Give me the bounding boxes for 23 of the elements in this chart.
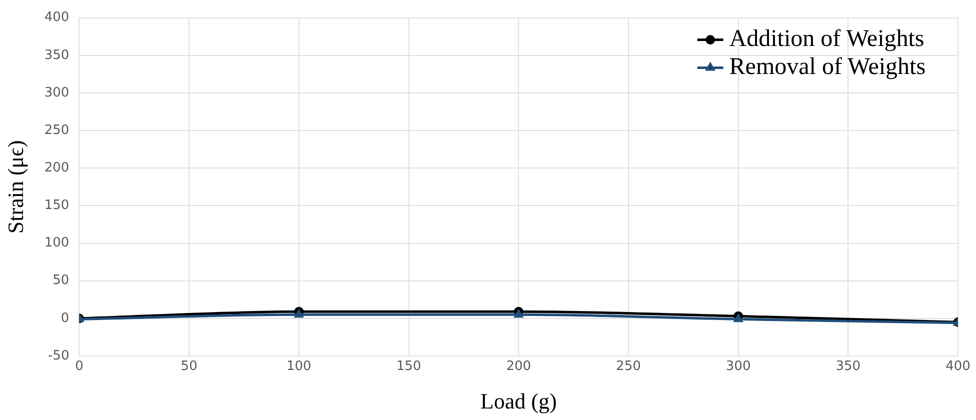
legend-label: Addition of Weights: [729, 26, 924, 52]
x-tick-label: 100: [286, 359, 312, 374]
y-tick-label: 50: [52, 273, 70, 288]
legend-label: Removal of Weights: [729, 54, 926, 80]
x-tick-label: 250: [616, 359, 641, 374]
x-tick-label: 400: [946, 359, 970, 374]
y-tick-label: 150: [44, 198, 70, 214]
x-tick-label: 0: [75, 359, 84, 374]
x-axis-title: Load (g): [480, 388, 557, 414]
y-tick-label: 250: [44, 122, 70, 138]
y-axis-title: Strain (μϵ): [2, 140, 28, 234]
x-tick-label: 200: [506, 359, 532, 374]
y-tick-label: 400: [44, 10, 70, 26]
x-tick-label: 300: [726, 359, 751, 374]
y-tick-label: 100: [44, 236, 70, 251]
x-tick-label: 50: [180, 359, 198, 374]
y-tick-label: 350: [44, 48, 70, 63]
y-tick-label: -50: [48, 348, 70, 364]
x-tick-label: 150: [396, 359, 422, 374]
y-tick-label: 0: [60, 310, 70, 326]
x-tick-label: 350: [836, 359, 861, 374]
y-tick-label: 200: [44, 160, 70, 176]
y-tick-label: 300: [44, 85, 70, 100]
